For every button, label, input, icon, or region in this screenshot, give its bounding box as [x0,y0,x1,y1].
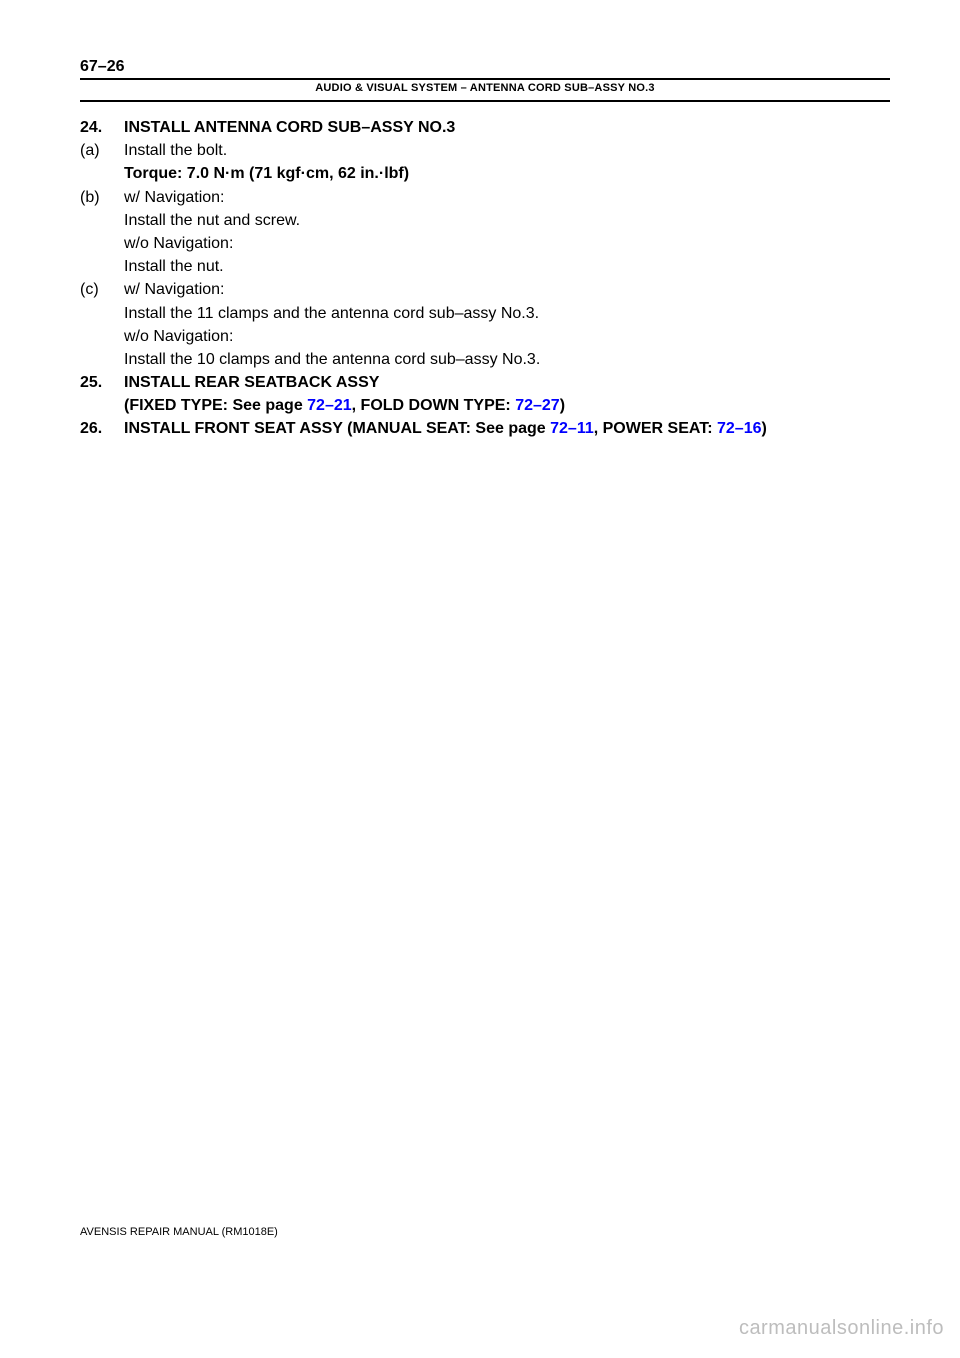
link-72-16[interactable]: 72–16 [717,420,762,437]
step-25-spacer [80,394,124,417]
watermark: carmanualsonline.info [739,1317,944,1340]
step-24c-line4: Install the 10 clamps and the antenna co… [124,348,890,371]
header-rule-bottom [80,100,890,102]
step-25-title-row: 25. INSTALL REAR SEATBACK ASSY [80,371,890,394]
step-26-post: ) [762,420,767,437]
step-26-body: INSTALL FRONT SEAT ASSY (MANUAL SEAT: Se… [124,417,890,440]
step-25-ref-pre: (FIXED TYPE: See page [124,397,307,414]
step-24b-line2: Install the nut and screw. [124,209,890,232]
header-title: AUDIO & VISUAL SYSTEM – ANTENNA CORD SUB… [80,82,890,94]
step-24a-label: (a) [80,139,124,185]
step-25-ref-row: (FIXED TYPE: See page 72–21, FOLD DOWN T… [80,394,890,417]
step-24c-body: w/ Navigation: Install the 11 clamps and… [124,278,890,371]
step-24c-line2: Install the 11 clamps and the antenna co… [124,302,890,325]
step-24b-label: (b) [80,186,124,279]
step-24b-line4: Install the nut. [124,255,890,278]
step-24a-line1: Install the bolt. [124,139,890,162]
footer: AVENSIS REPAIR MANUAL (RM1018E) [80,1226,278,1238]
link-72-27[interactable]: 72–27 [515,397,560,414]
header-rule-top [80,78,890,80]
step-24c-line3: w/o Navigation: [124,325,890,348]
step-25-ref-mid: , FOLD DOWN TYPE: [352,397,516,414]
step-24c-row: (c) w/ Navigation: Install the 11 clamps… [80,278,890,371]
step-25-title: INSTALL REAR SEATBACK ASSY [124,371,890,394]
step-26-row: 26. INSTALL FRONT SEAT ASSY (MANUAL SEAT… [80,417,890,440]
step-24c-line1: w/ Navigation: [124,278,890,301]
step-25-ref-post: ) [560,397,565,414]
step-24-title-row: 24. INSTALL ANTENNA CORD SUB–ASSY NO.3 [80,116,890,139]
step-24b-line1: w/ Navigation: [124,186,890,209]
step-24b-row: (b) w/ Navigation: Install the nut and s… [80,186,890,279]
page: 67–26 AUDIO & VISUAL SYSTEM – ANTENNA CO… [0,0,960,1358]
step-24-title: INSTALL ANTENNA CORD SUB–ASSY NO.3 [124,116,890,139]
step-25-number: 25. [80,371,124,394]
step-24a-line2: Torque: 7.0 N·m (71 kgf·cm, 62 in.·lbf) [124,162,890,185]
link-72-21[interactable]: 72–21 [307,397,352,414]
step-24b-body: w/ Navigation: Install the nut and screw… [124,186,890,279]
step-24a-body: Install the bolt. Torque: 7.0 N·m (71 kg… [124,139,890,185]
step-24-number: 24. [80,116,124,139]
step-26-title-post: T ASSY (MANUAL SEAT: See page [286,420,550,437]
step-24c-label: (c) [80,278,124,371]
step-26-number: 26. [80,417,124,440]
link-72-11[interactable]: 72–11 [550,420,594,437]
step-26-mid: , POWER SEAT: [594,420,717,437]
page-number: 67–26 [80,58,890,76]
step-24b-line3: w/o Navigation: [124,232,890,255]
step-24a-row: (a) Install the bolt. Torque: 7.0 N·m (7… [80,139,890,185]
content: 24. INSTALL ANTENNA CORD SUB–ASSY NO.3 (… [80,116,890,441]
step-25-ref: (FIXED TYPE: See page 72–21, FOLD DOWN T… [124,394,890,417]
step-26-title-pre: INSTALL FRONT SEA [124,420,286,437]
